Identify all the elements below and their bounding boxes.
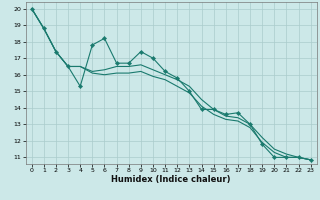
- X-axis label: Humidex (Indice chaleur): Humidex (Indice chaleur): [111, 175, 231, 184]
